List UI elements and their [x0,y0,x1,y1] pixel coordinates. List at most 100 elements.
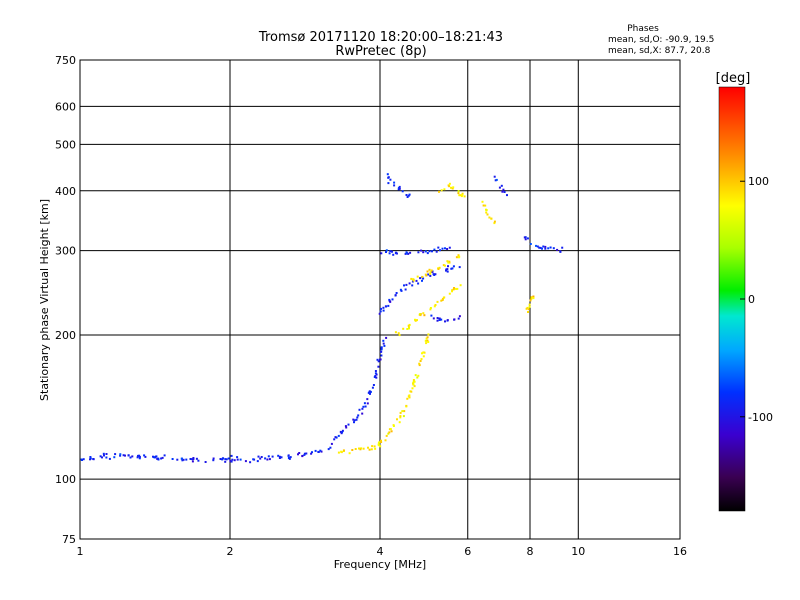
echo-point-x [461,192,464,195]
echo-point-o [500,184,503,187]
echo-point-o [385,249,388,252]
echo-point-o [260,456,263,458]
echo-point-x [532,297,535,300]
echo-point-o [435,250,438,253]
echo-point-x [433,305,436,308]
echo-point-o [446,270,449,273]
x-tick-label: 8 [527,545,534,558]
echo-point-x [446,260,449,263]
echo-point-o [108,457,111,460]
echo-point-o [244,460,247,463]
echo-point-o [357,414,360,417]
x-tick-label: 10 [571,545,585,558]
echo-point-o [375,373,378,376]
echo-point-x [444,264,446,267]
colorbar-tick-label: -100 [748,411,773,424]
echo-point-x [418,364,421,367]
echo-point-o [434,273,437,276]
echo-point-o [185,458,188,461]
echo-point-x [441,297,444,300]
echo-point-o [180,457,183,460]
echo-point-x [452,288,455,291]
echo-point-x [390,430,393,433]
echo-point-x [434,304,437,306]
echo-point-o [171,458,174,460]
echo-point-x [419,314,422,317]
echo-point-o [361,412,364,415]
echo-point-x [447,184,450,187]
echo-point-x [448,292,451,295]
echo-point-x [442,264,445,267]
echo-point-o [407,194,410,197]
echo-point-o [303,453,306,456]
echo-point-x [342,449,345,452]
echo-point-o [494,179,497,182]
echo-point-o [444,247,446,250]
x-tick-label: 1 [77,545,84,558]
echo-point-o [138,457,141,460]
echo-point-x [457,254,460,257]
echo-point-x [398,334,401,337]
echo-point-o [429,274,432,277]
echo-point-o [556,248,559,251]
echo-point-o [502,188,505,191]
echo-point-o [161,456,164,459]
echo-point-o [377,360,380,363]
echo-point-x [490,217,493,220]
echo-point-o [289,456,292,459]
echo-point-x [403,410,406,413]
echo-point-o [353,421,355,424]
echo-point-o [355,418,358,421]
echo-point-x [423,314,426,317]
echo-point-x [436,300,439,303]
echo-point-o [163,454,166,457]
echo-point-x [481,200,484,203]
echo-point-o [377,365,380,368]
echo-point-o [259,457,262,460]
echo-point-o [138,455,141,458]
echo-point-o [278,457,281,459]
echo-point-x [530,296,533,299]
echo-point-o [124,454,126,457]
echo-point-o [114,453,117,456]
echo-point-o [189,458,192,460]
echo-point-x [406,328,409,330]
echo-point-x [426,339,429,342]
echo-point-o [437,246,440,249]
echo-point-x [424,273,427,276]
echo-point-o [181,459,184,462]
echo-point-x [457,192,460,195]
echo-point-x [527,308,530,311]
echo-point-x [438,190,440,193]
echo-point-x [351,449,354,451]
echo-point-o [81,459,83,461]
echo-point-o [345,426,348,429]
echo-point-x [460,195,463,198]
echo-point-o [271,455,274,458]
echo-point-x [425,337,428,340]
echo-point-x [394,331,397,334]
echo-point-o [446,248,449,250]
echo-point-o [361,407,364,410]
echo-point-o [297,453,299,456]
echo-point-x [530,297,533,300]
y-tick-label: 600 [55,100,76,113]
echo-point-o [230,454,233,457]
echo-point-x [374,447,377,450]
echo-point-o [103,454,105,457]
echo-point-x [451,290,453,293]
echo-point-o [395,251,397,254]
echo-point-o [314,449,317,452]
echo-point-o [428,250,431,253]
echo-point-x [485,208,487,211]
echo-point-o [387,304,390,307]
echo-point-x [458,194,461,197]
echo-point-o [398,185,401,188]
echo-point-x [443,296,446,299]
echo-point-o [506,194,508,197]
colorbar-tick-label: 100 [748,175,769,188]
echo-point-o [382,309,385,312]
echo-point-x [527,311,529,313]
echo-point-o [405,252,408,255]
